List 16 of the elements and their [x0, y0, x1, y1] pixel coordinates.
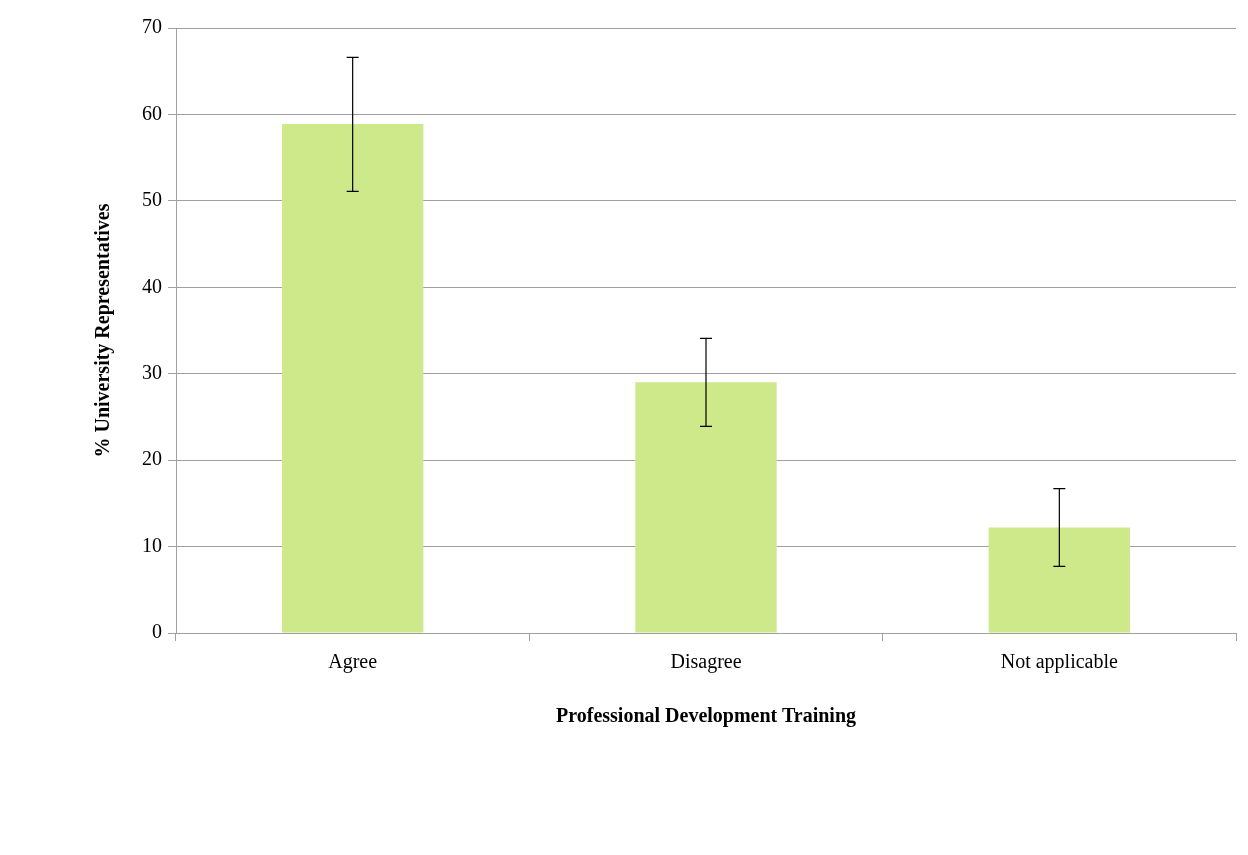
y-tick-label: 50: [142, 188, 162, 211]
x-tick-label: Disagree: [670, 650, 742, 674]
y-axis-title: % University Representatives: [91, 203, 115, 458]
bar: [282, 123, 424, 633]
y-tick-label: 10: [142, 533, 162, 556]
y-tick-label: 40: [142, 274, 162, 297]
x-tick-label: Agree: [328, 650, 378, 674]
x-tick-label: Not applicable: [1000, 650, 1119, 674]
y-tick-label: 20: [142, 447, 162, 470]
bar: [988, 527, 1130, 633]
bar: [635, 382, 777, 633]
y-tick-label: 70: [142, 15, 162, 38]
y-tick-label: 30: [142, 360, 162, 383]
y-tick-label: 60: [142, 101, 162, 124]
x-axis-title: Professional Development Training: [556, 704, 856, 728]
y-tick-label: 0: [152, 620, 162, 643]
